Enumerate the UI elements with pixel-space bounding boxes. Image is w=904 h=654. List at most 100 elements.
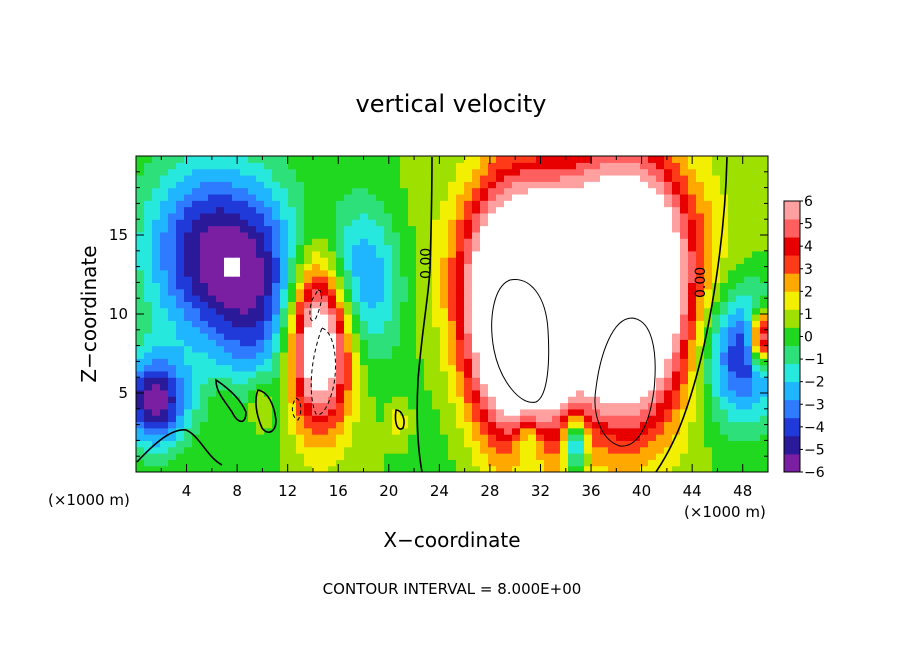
heatmap-cell — [664, 231, 673, 239]
heatmap-cell — [488, 276, 497, 283]
heatmap-cell — [312, 219, 321, 227]
heatmap-cell — [616, 238, 625, 246]
heatmap-cell — [224, 295, 233, 302]
heatmap-cell — [264, 389, 273, 397]
heatmap-cell — [520, 307, 529, 315]
heatmap-cell — [416, 402, 425, 410]
heatmap-cell — [336, 314, 345, 321]
heatmap-cell — [512, 465, 521, 472]
heatmap-cell — [552, 301, 561, 309]
heatmap-cell — [336, 250, 345, 258]
heatmap-cell — [744, 351, 753, 359]
heatmap-cell — [464, 377, 473, 385]
heatmap-cell — [704, 351, 713, 359]
heatmap-cell — [440, 383, 449, 391]
heatmap-cell — [664, 206, 673, 214]
heatmap-cell — [328, 389, 337, 397]
heatmap-cell — [224, 276, 233, 283]
heatmap-cell — [320, 200, 329, 208]
heatmap-cell — [144, 206, 153, 214]
heatmap-cell — [216, 446, 225, 454]
heatmap-cell — [408, 320, 417, 328]
heatmap-cell — [712, 320, 721, 328]
heatmap-cell — [208, 408, 217, 416]
colorbar-tick-label: 0 — [804, 330, 813, 346]
heatmap-cell — [336, 263, 345, 271]
heatmap-cell — [544, 402, 553, 410]
heatmap-cell — [136, 212, 145, 220]
heatmap-cell — [656, 402, 665, 410]
heatmap-cell — [216, 326, 225, 334]
heatmap-cell — [344, 168, 353, 176]
x-unit-label-right: (×1000 m) — [684, 503, 766, 521]
heatmap-cell — [704, 332, 713, 340]
heatmap-cell — [368, 351, 377, 359]
heatmap-cell — [472, 238, 481, 246]
heatmap-cell — [240, 370, 249, 378]
heatmap-cell — [448, 389, 457, 397]
heatmap-cell — [376, 396, 385, 404]
heatmap-cell — [456, 187, 465, 195]
heatmap-cell — [472, 225, 481, 233]
heatmap-cell — [136, 225, 145, 233]
heatmap-cell — [176, 427, 185, 435]
heatmap-cell — [152, 174, 161, 182]
heatmap-cell — [176, 415, 185, 423]
heatmap-cell — [704, 187, 713, 195]
heatmap-cell — [512, 453, 521, 460]
heatmap-cell — [200, 250, 209, 258]
heatmap-cell — [696, 345, 705, 353]
heatmap-cell — [296, 446, 305, 454]
heatmap-cell — [560, 219, 569, 227]
heatmap-cell — [744, 231, 753, 239]
heatmap-cell — [528, 351, 537, 359]
heatmap-cell — [368, 396, 377, 404]
heatmap-cell — [408, 326, 417, 334]
heatmap-cell — [416, 257, 425, 265]
heatmap-cell — [760, 370, 768, 378]
heatmap-cell — [648, 465, 657, 472]
heatmap-cell — [328, 156, 337, 163]
heatmap-cell — [632, 250, 641, 258]
heatmap-cell — [648, 440, 657, 448]
heatmap-cell — [488, 193, 497, 201]
heatmap-cell — [208, 219, 217, 227]
heatmap-cell — [744, 263, 753, 271]
heatmap-cell — [224, 212, 233, 220]
heatmap-cell — [744, 358, 753, 366]
heatmap-cell — [704, 402, 713, 410]
heatmap-cell — [136, 415, 145, 423]
heatmap-cell — [608, 364, 617, 372]
heatmap-cell — [448, 238, 457, 246]
heatmap-cell — [192, 465, 201, 472]
heatmap-cell — [680, 231, 689, 239]
heatmap-cell — [736, 446, 745, 454]
heatmap-cell — [240, 231, 249, 239]
heatmap-cell — [360, 320, 369, 328]
heatmap-cell — [448, 402, 457, 410]
heatmap-cell — [696, 288, 705, 296]
heatmap-cell — [504, 238, 513, 246]
heatmap-cell — [392, 427, 401, 435]
heatmap-cell — [256, 383, 265, 391]
heatmap-cell — [304, 212, 313, 220]
heatmap-cell — [440, 244, 449, 252]
heatmap-cell — [216, 206, 225, 214]
heatmap-cell — [392, 415, 401, 423]
heatmap-cell — [416, 181, 425, 189]
heatmap-cell — [528, 200, 537, 208]
heatmap-cell — [248, 212, 257, 220]
heatmap-cell — [184, 434, 193, 441]
heatmap-cell — [392, 459, 401, 467]
heatmap-cell — [592, 326, 601, 334]
heatmap-cell — [232, 332, 241, 340]
heatmap-cell — [592, 415, 601, 423]
heatmap-cell — [440, 219, 449, 227]
heatmap-cell — [496, 156, 505, 163]
heatmap-cell — [192, 345, 201, 353]
heatmap-cell — [512, 408, 521, 416]
heatmap-cell — [736, 351, 745, 359]
heatmap-cell — [696, 421, 705, 429]
heatmap-cell — [672, 200, 681, 208]
heatmap-cell — [608, 446, 617, 454]
